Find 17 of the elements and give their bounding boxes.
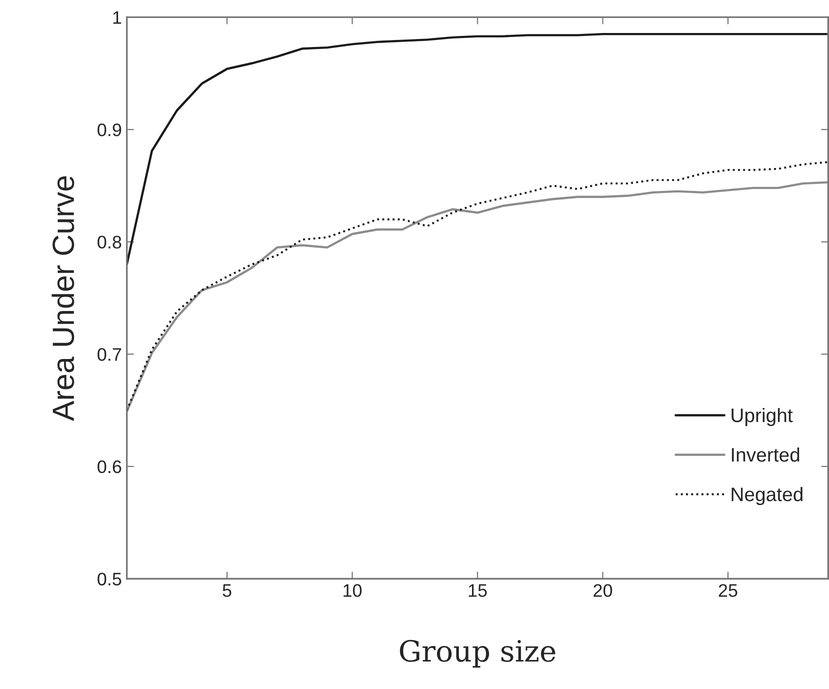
x-axis-title: Group size (400, 640, 556, 668)
x-tick-label: 5 (222, 584, 232, 597)
y-tick-label: 0.5 (98, 572, 122, 586)
y-axis-title: Area Under Curve (52, 176, 74, 422)
x-tick-label: 20 (594, 584, 612, 597)
y-tick-label: 0.7 (98, 348, 122, 361)
legend-label: Inverted (732, 447, 800, 462)
legend-label: Upright (732, 408, 793, 426)
legend-label: Negated (732, 486, 802, 506)
y-tick-label: 0.9 (98, 123, 122, 136)
line-series (126, 32, 828, 266)
y-tick-label: 0.6 (98, 460, 122, 474)
y-tick-label: 1 (113, 11, 122, 24)
y-tick-label: 0.8 (98, 236, 122, 249)
x-tick-label: 15 (468, 584, 487, 597)
x-tick-label: 10 (344, 584, 362, 597)
x-tick-label: 25 (718, 584, 738, 597)
